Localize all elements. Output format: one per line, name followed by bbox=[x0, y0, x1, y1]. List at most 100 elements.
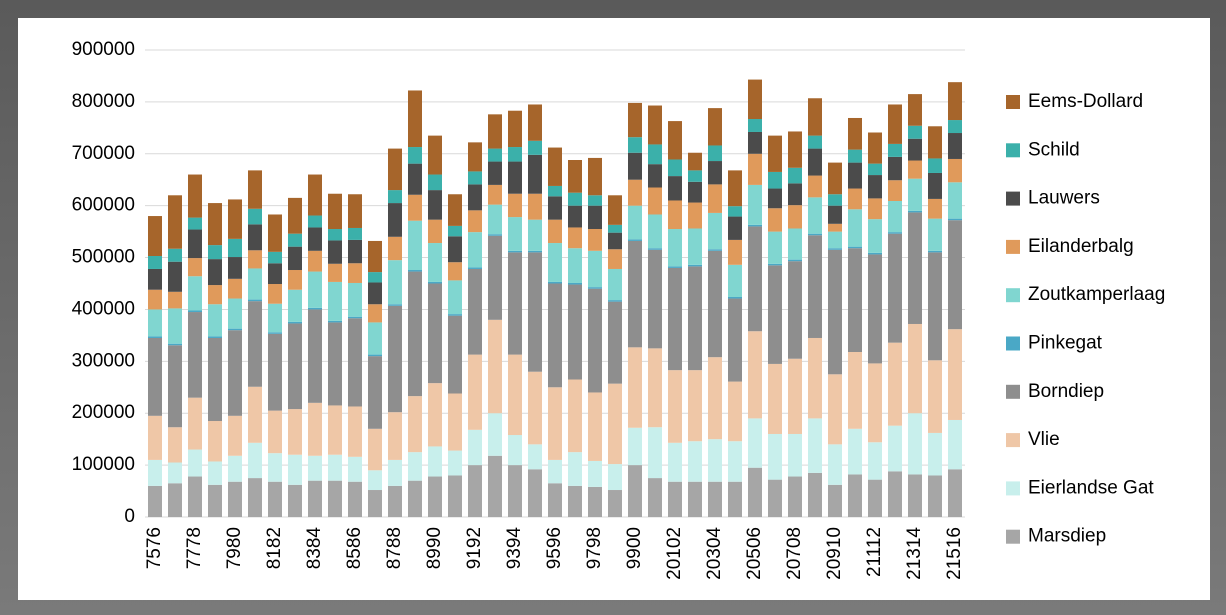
bar-segment bbox=[368, 322, 382, 355]
legend-label: Eierlandse Gat bbox=[1028, 477, 1154, 498]
bar-segment bbox=[208, 259, 222, 286]
bar-segment bbox=[528, 104, 542, 141]
bar-segment bbox=[468, 171, 482, 185]
bar-segment bbox=[788, 183, 802, 206]
bar-segment bbox=[348, 318, 362, 407]
bar-segment bbox=[528, 140, 542, 155]
bar-segment bbox=[868, 252, 882, 255]
x-tick-label: 20102 bbox=[664, 527, 685, 580]
bar-segment bbox=[748, 331, 762, 419]
bar-segment bbox=[808, 197, 822, 234]
bar-segment bbox=[828, 194, 842, 206]
bar-segment bbox=[468, 184, 482, 211]
bar-segment bbox=[268, 481, 282, 517]
bar-segment bbox=[368, 490, 382, 517]
bar-segment bbox=[588, 205, 602, 230]
bar-segment bbox=[188, 217, 202, 230]
bar-segment bbox=[888, 233, 902, 343]
bar-segment bbox=[228, 481, 242, 517]
bar-segment bbox=[488, 161, 502, 185]
bar-segment bbox=[708, 161, 722, 185]
bar-segment bbox=[868, 442, 882, 480]
bar-segment bbox=[848, 117, 862, 150]
bar-segment bbox=[728, 239, 742, 265]
bar-segment bbox=[328, 281, 342, 321]
bar-segment bbox=[348, 481, 362, 517]
bar-segment bbox=[248, 386, 262, 443]
bar-segment bbox=[728, 298, 742, 382]
bar-segment bbox=[568, 282, 582, 285]
bar-segment bbox=[728, 264, 742, 297]
bar-segment bbox=[668, 159, 682, 177]
bar-segment bbox=[528, 193, 542, 220]
bar-segment bbox=[308, 215, 322, 228]
bar-segment bbox=[688, 441, 702, 482]
bar-segment bbox=[368, 304, 382, 323]
bar-segment bbox=[948, 120, 962, 134]
bar-segment bbox=[888, 232, 902, 234]
bar-segment bbox=[388, 190, 402, 204]
bar-segment bbox=[728, 296, 742, 299]
bar-segment bbox=[668, 481, 682, 517]
bar-segment bbox=[608, 383, 622, 465]
bar-segment bbox=[168, 291, 182, 309]
bar-segment bbox=[888, 156, 902, 181]
bar-segment bbox=[328, 263, 342, 282]
bar-segment bbox=[528, 250, 542, 253]
bar-segment bbox=[528, 219, 542, 251]
legend-swatch bbox=[1006, 384, 1020, 399]
bar-segment bbox=[868, 163, 882, 176]
bar-segment bbox=[908, 125, 922, 139]
bar-segment bbox=[908, 94, 922, 126]
bar-segment bbox=[688, 264, 702, 267]
legend-label: Lauwers bbox=[1028, 188, 1100, 209]
legend-swatch bbox=[1006, 191, 1020, 206]
bar-segment bbox=[648, 105, 662, 145]
bar-segment bbox=[868, 175, 882, 199]
bar-segment bbox=[868, 479, 882, 517]
bar-segment bbox=[148, 309, 162, 337]
bar-segment bbox=[408, 452, 422, 481]
legend-label: Eilanderbalg bbox=[1028, 236, 1134, 257]
bar-segment bbox=[548, 243, 562, 282]
bar-segment bbox=[548, 196, 562, 220]
bar-segment bbox=[648, 248, 662, 250]
bar-segment bbox=[268, 263, 282, 285]
bar-segment bbox=[548, 483, 562, 517]
bar-segment bbox=[888, 200, 902, 233]
bar-segment bbox=[508, 161, 522, 194]
bar-segment bbox=[168, 195, 182, 249]
bar-segment bbox=[768, 171, 782, 189]
bar-segment bbox=[248, 301, 262, 387]
bar-segment bbox=[428, 243, 442, 282]
bar-segment bbox=[488, 413, 502, 456]
bar-segment bbox=[808, 98, 822, 136]
bar-segment bbox=[488, 455, 502, 517]
bar-segment bbox=[488, 235, 502, 320]
x-tick-label: 8586 bbox=[344, 527, 365, 569]
bar-segment bbox=[708, 249, 722, 251]
bar-segment bbox=[508, 435, 522, 466]
bar-segment bbox=[148, 485, 162, 517]
legend-label: Zoutkamperlaag bbox=[1028, 284, 1165, 305]
bar-segment bbox=[388, 485, 402, 517]
bar-segment bbox=[488, 319, 502, 414]
bar-segment bbox=[408, 147, 422, 164]
y-tick-label: 300000 bbox=[72, 350, 135, 371]
bar-segment bbox=[488, 114, 502, 149]
bar-segment bbox=[588, 157, 602, 196]
bar-segment bbox=[148, 216, 162, 256]
legend-swatch bbox=[1006, 239, 1020, 254]
bar-segment bbox=[568, 205, 582, 228]
x-tick-label: 7980 bbox=[224, 527, 245, 569]
bar-segment bbox=[748, 119, 762, 132]
bar-segment bbox=[208, 203, 222, 246]
bar-segment bbox=[368, 470, 382, 491]
bar-segment bbox=[368, 356, 382, 429]
bar-segment bbox=[228, 278, 242, 299]
bar-segment bbox=[908, 178, 922, 211]
x-tick-label: 21516 bbox=[944, 527, 965, 580]
bar-segment bbox=[448, 314, 462, 316]
bar-segment bbox=[408, 194, 422, 221]
bar-segment bbox=[648, 187, 662, 215]
